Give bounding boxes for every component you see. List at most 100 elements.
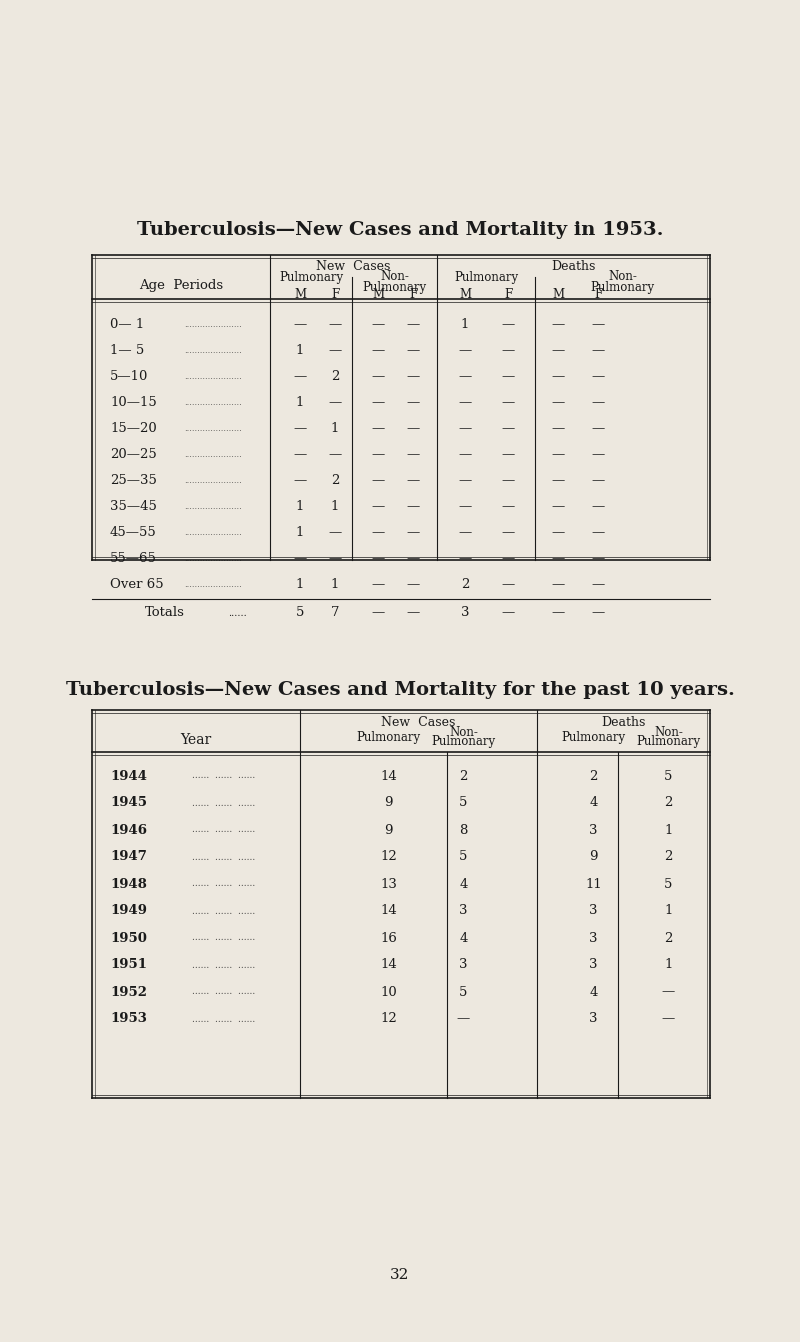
Text: 1: 1 <box>664 824 673 836</box>
Text: ......  ......  ......: ...... ...... ...... <box>192 772 255 781</box>
Text: 5: 5 <box>296 607 304 620</box>
Text: —: — <box>371 578 385 592</box>
Text: —: — <box>371 423 385 436</box>
Text: —: — <box>551 448 565 462</box>
Text: —: — <box>406 607 420 620</box>
Text: 32: 32 <box>390 1268 410 1282</box>
Text: —: — <box>502 345 514 357</box>
Text: —: — <box>551 370 565 384</box>
Text: Non-: Non- <box>380 271 409 283</box>
Text: 2: 2 <box>461 578 469 592</box>
Text: Pulmonary: Pulmonary <box>431 735 495 749</box>
Text: 1944: 1944 <box>110 769 147 782</box>
Text: Pulmonary: Pulmonary <box>357 731 421 745</box>
Text: —: — <box>551 607 565 620</box>
Text: —: — <box>371 448 385 462</box>
Text: F: F <box>594 287 602 301</box>
Text: Pulmonary: Pulmonary <box>362 280 426 294</box>
Text: —: — <box>551 553 565 565</box>
Text: —: — <box>458 526 472 539</box>
Text: Over 65: Over 65 <box>110 578 164 592</box>
Text: ......................: ...................... <box>185 476 242 484</box>
Text: —: — <box>458 345 472 357</box>
Text: 1: 1 <box>461 318 469 331</box>
Text: ......................: ...................... <box>185 581 242 589</box>
Text: Pulmonary: Pulmonary <box>637 735 701 749</box>
Text: —: — <box>371 396 385 409</box>
Text: —: — <box>591 553 605 565</box>
Text: —: — <box>551 475 565 487</box>
Text: Pulmonary: Pulmonary <box>590 280 654 294</box>
Text: ......................: ...................... <box>185 529 242 537</box>
Text: 1: 1 <box>296 578 304 592</box>
Text: 3: 3 <box>459 958 468 972</box>
Text: Totals: Totals <box>145 607 185 620</box>
Text: 5—10: 5—10 <box>110 370 148 384</box>
Text: 8: 8 <box>459 824 468 836</box>
Text: —: — <box>328 553 342 565</box>
Text: 10—15: 10—15 <box>110 396 157 409</box>
Text: Pulmonary: Pulmonary <box>279 271 343 285</box>
Text: —: — <box>502 553 514 565</box>
Text: —: — <box>371 501 385 514</box>
Text: F: F <box>331 287 339 301</box>
Text: Pulmonary: Pulmonary <box>562 731 626 745</box>
Text: —: — <box>502 607 514 620</box>
Text: —: — <box>294 448 306 462</box>
Text: —: — <box>406 345 420 357</box>
Text: M: M <box>372 287 384 301</box>
Text: ......................: ...................... <box>185 425 242 433</box>
Text: —: — <box>502 370 514 384</box>
Text: —: — <box>328 396 342 409</box>
Text: ......................: ...................... <box>185 503 242 511</box>
Text: ......  ......  ......: ...... ...... ...... <box>192 988 255 997</box>
Text: 4: 4 <box>459 931 468 945</box>
Text: —: — <box>406 370 420 384</box>
Text: 4: 4 <box>590 797 598 809</box>
Text: —: — <box>406 396 420 409</box>
Text: 3: 3 <box>590 905 598 918</box>
Text: —: — <box>294 370 306 384</box>
Text: ......................: ...................... <box>185 399 242 407</box>
Text: —: — <box>371 526 385 539</box>
Text: 1946: 1946 <box>110 824 147 836</box>
Text: 3: 3 <box>459 905 468 918</box>
Text: —: — <box>502 423 514 436</box>
Text: ......................: ...................... <box>185 321 242 329</box>
Text: —: — <box>662 985 675 998</box>
Text: 1: 1 <box>296 396 304 409</box>
Text: 3: 3 <box>461 607 470 620</box>
Text: 1: 1 <box>296 501 304 514</box>
Text: —: — <box>551 396 565 409</box>
Text: —: — <box>551 526 565 539</box>
Text: —: — <box>406 526 420 539</box>
Text: —: — <box>502 526 514 539</box>
Text: —: — <box>328 526 342 539</box>
Text: ......................: ...................... <box>185 451 242 459</box>
Text: —: — <box>371 475 385 487</box>
Text: Non-: Non- <box>654 726 683 738</box>
Text: 12: 12 <box>380 851 397 863</box>
Text: —: — <box>551 423 565 436</box>
Text: ......  ......  ......: ...... ...... ...... <box>192 934 255 942</box>
Text: —: — <box>457 1012 470 1025</box>
Text: 35—45: 35—45 <box>110 501 157 514</box>
Text: 20—25: 20—25 <box>110 448 157 462</box>
Text: Age  Periods: Age Periods <box>139 279 223 291</box>
Text: 5: 5 <box>664 878 673 891</box>
Text: 1: 1 <box>664 905 673 918</box>
Text: 9: 9 <box>384 797 393 809</box>
Text: 1950: 1950 <box>110 931 147 945</box>
Text: 2: 2 <box>590 769 598 782</box>
Text: —: — <box>371 370 385 384</box>
Text: —: — <box>406 553 420 565</box>
Text: —: — <box>591 396 605 409</box>
Text: —: — <box>502 318 514 331</box>
Text: —: — <box>591 501 605 514</box>
Text: 5: 5 <box>459 985 468 998</box>
Text: 11: 11 <box>585 878 602 891</box>
Text: 14: 14 <box>380 769 397 782</box>
Text: —: — <box>458 423 472 436</box>
Text: —: — <box>328 448 342 462</box>
Text: —: — <box>294 475 306 487</box>
